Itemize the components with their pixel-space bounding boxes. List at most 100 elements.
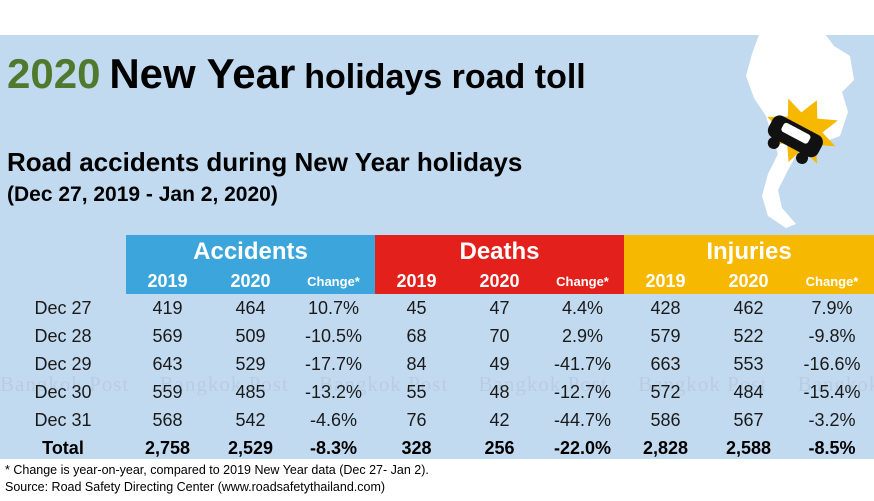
table-row: Dec 27 419 464 10.7% 45 47 4.4% 428 462 7.9% — [0, 294, 874, 322]
table-cell: 569 — [152, 325, 183, 346]
thailand-map-icon — [746, 24, 854, 228]
total-cell: 2,529 — [227, 438, 274, 458]
table-cell: -41.7% — [553, 353, 612, 374]
table-cell: -9.8% — [808, 325, 856, 346]
table-cell: -3.2% — [808, 409, 856, 430]
total-cell: -8.5% — [808, 438, 856, 458]
table-cell: 7.9% — [811, 297, 853, 318]
table-cell: 2.9% — [561, 325, 604, 346]
table-cell: -44.7% — [553, 409, 612, 430]
total-cell: 256 — [484, 438, 515, 458]
deaths-change-header: Change* — [541, 269, 625, 294]
total-cell: 328 — [401, 438, 432, 458]
deaths-header: Deaths — [375, 235, 625, 269]
total-cell: 2,758 — [144, 438, 191, 458]
watermark: Bangkok Post Bangkok Post Bangkok Post B… — [0, 372, 874, 397]
accidents-2020-header: 2020 — [209, 269, 292, 294]
table-cell: 68 — [406, 325, 427, 346]
table-cell: 462 — [733, 297, 764, 318]
total-cell: 2,588 — [725, 438, 772, 458]
car-window — [781, 122, 811, 144]
car-wheel — [767, 136, 780, 149]
table-cell: 485 — [235, 381, 266, 402]
injuries-2020-header: 2020 — [707, 269, 791, 294]
deaths-2020-header: 2020 — [458, 269, 541, 294]
date-range: (Dec 27, 2019 - Jan 2, 2020) — [7, 183, 278, 206]
watermark-text: Bangkok Post — [319, 372, 449, 396]
table-cell: 567 — [733, 409, 764, 430]
year-header-row: 2019 2020 Change* 2019 2020 Change* 2019… — [0, 269, 874, 294]
table-cell: 55 — [406, 381, 427, 402]
table-cell: 542 — [235, 409, 266, 430]
table-cell: 45 — [406, 297, 427, 318]
watermark-text: Bangkok Post — [638, 372, 768, 396]
row-label: Dec 31 — [34, 409, 92, 430]
table-cell: 76 — [406, 409, 427, 430]
row-label: Dec 30 — [34, 381, 92, 402]
watermark-text: Bangkok Post — [797, 372, 874, 396]
table-cell: -15.4% — [803, 381, 861, 402]
row-label: Dec 29 — [34, 353, 92, 374]
table-cell: 509 — [235, 325, 266, 346]
accidents-header: Accidents — [126, 235, 375, 269]
table-row: Dec 28 569 509 -10.5% 68 70 2.9% 579 522 -9.8% — [0, 322, 874, 350]
corner-cell — [0, 269, 126, 294]
table-cell: 84 — [406, 353, 427, 374]
table-cell: 529 — [235, 353, 266, 374]
table-cell: 663 — [650, 353, 681, 374]
accidents-change-header: Change* — [292, 269, 375, 294]
table-cell: 484 — [733, 381, 764, 402]
corner-cell — [0, 235, 126, 269]
table-cell: 568 — [152, 409, 183, 430]
total-row: Total 2,758 2,529 -8.3% 328 256 -22.0% 2… — [0, 434, 874, 463]
table-cell: 579 — [650, 325, 681, 346]
table-cell: 42 — [489, 409, 510, 430]
total-cell: -22.0% — [553, 438, 612, 458]
table-cell: 522 — [733, 325, 764, 346]
table-cell: -17.7% — [304, 353, 363, 374]
table-cell: -16.6% — [803, 353, 861, 374]
row-label: Dec 28 — [34, 325, 92, 346]
title-main: New Year — [109, 50, 296, 97]
table-cell: 70 — [489, 325, 510, 346]
watermark-text: Bangkok Post — [0, 372, 130, 396]
table-cell: 10.7% — [307, 297, 360, 318]
table-cell: 49 — [489, 353, 510, 374]
table-cell: 643 — [152, 353, 183, 374]
table-cell: 572 — [650, 381, 681, 402]
title-year: 2020 — [7, 50, 101, 97]
table-cell: 586 — [650, 409, 681, 430]
table-row: Dec 30 559 485 -13.2% 55 48 -12.7% 572 484 -15.4% — [0, 378, 874, 406]
source-note: Source: Road Safety Directing Center (ww… — [5, 480, 386, 494]
table-body: Dec 27 419 464 10.7% 45 47 4.4% 428 462 7.9% Dec 2… — [0, 294, 874, 434]
group-header-row: Accidents Deaths Injuries — [0, 235, 874, 269]
table-cell: 559 — [152, 381, 183, 402]
crashed-car-icon — [767, 98, 838, 164]
table-cell: 464 — [235, 297, 266, 318]
injuries-2019-header: 2019 — [624, 269, 708, 294]
row-label: Dec 27 — [34, 297, 92, 318]
table-cell: 4.4% — [561, 297, 604, 318]
table-cell: -4.6% — [309, 409, 358, 430]
road-toll-table: Accidents Deaths Injuries 2019 2020 Chan… — [0, 235, 874, 463]
table-row: Dec 31 568 542 -4.6% 76 42 -44.7% 586 567 -3.2% — [0, 406, 874, 434]
total-cell: -8.3% — [309, 438, 358, 458]
table-cell: -13.2% — [304, 381, 363, 402]
watermark-text: Bangkok Post — [478, 372, 608, 396]
table-cell: -12.7% — [553, 381, 612, 402]
injuries-header: Injuries — [624, 235, 874, 269]
car-wheel — [796, 151, 809, 164]
chart-subtitle: Road accidents during New Year holidays — [7, 147, 523, 177]
watermark-text: Bangkok Post — [159, 372, 289, 396]
table-cell: 48 — [489, 381, 510, 402]
deaths-2019-header: 2019 — [375, 269, 458, 294]
accidents-2019-header: 2019 — [126, 269, 209, 294]
table-cell: 47 — [489, 297, 510, 318]
table-cell: 428 — [650, 297, 681, 318]
table-cell: 553 — [733, 353, 764, 374]
total-label: Total — [42, 438, 84, 458]
total-cell: 2,828 — [642, 438, 689, 458]
title-rest: holidays road toll — [304, 58, 586, 96]
table-cell: -10.5% — [304, 325, 363, 346]
